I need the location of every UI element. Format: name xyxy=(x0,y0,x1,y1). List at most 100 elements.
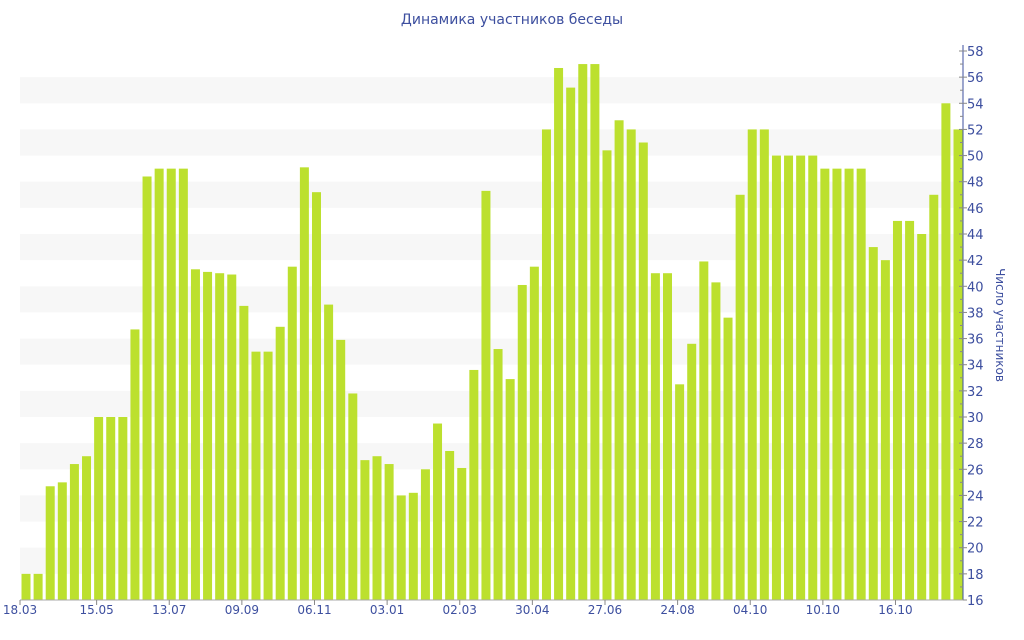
bar xyxy=(856,168,866,600)
bar xyxy=(360,460,370,600)
x-tick-label: 04.10 xyxy=(733,603,767,617)
x-tick-label: 02.03 xyxy=(443,603,477,617)
grid-band xyxy=(20,286,963,313)
bar xyxy=(94,417,104,600)
bar xyxy=(118,417,128,600)
bar xyxy=(614,120,624,601)
bar xyxy=(57,482,67,600)
bar xyxy=(759,129,769,600)
y-tick-label: 34 xyxy=(967,359,984,374)
bar xyxy=(324,304,334,600)
bar xyxy=(638,142,648,600)
bar xyxy=(239,305,249,600)
bar xyxy=(844,168,854,600)
y-tick-label: 26 xyxy=(967,463,984,478)
bar xyxy=(832,168,842,600)
bar xyxy=(142,176,152,600)
y-tick-label: 24 xyxy=(967,489,984,504)
bar xyxy=(420,469,430,600)
bar xyxy=(481,190,491,600)
bar xyxy=(106,417,116,600)
bar xyxy=(493,349,503,600)
y-tick-label: 20 xyxy=(967,542,984,557)
x-tick-label: 03.01 xyxy=(370,603,404,617)
bar xyxy=(348,393,358,600)
y-tick-label: 54 xyxy=(967,97,984,112)
bar xyxy=(868,247,878,601)
x-tick-label: 30.04 xyxy=(515,603,549,617)
bar xyxy=(384,464,394,600)
y-tick-label: 58 xyxy=(967,45,984,60)
bar xyxy=(578,64,588,601)
y-tick-label: 22 xyxy=(967,516,984,531)
bar xyxy=(287,266,297,600)
bar xyxy=(808,155,818,601)
bar xyxy=(82,456,92,600)
y-tick-label: 44 xyxy=(967,228,984,243)
bar xyxy=(263,351,273,600)
x-tick-label: 15.05 xyxy=(79,603,113,617)
bar xyxy=(396,495,406,600)
y-tick-label: 36 xyxy=(967,333,984,348)
bar xyxy=(275,326,285,600)
bar xyxy=(735,194,745,601)
bar xyxy=(203,271,213,600)
bar xyxy=(299,167,309,601)
bar xyxy=(433,423,443,600)
bar xyxy=(445,450,455,600)
grid-band xyxy=(20,390,963,417)
bar xyxy=(251,351,261,600)
bar xyxy=(69,464,79,600)
bar xyxy=(917,234,927,600)
bar xyxy=(820,168,830,600)
grid-band xyxy=(20,234,963,261)
bar xyxy=(687,343,697,600)
x-tick-label: 13.07 xyxy=(152,603,186,617)
bar xyxy=(880,260,890,600)
y-tick-label: 18 xyxy=(967,568,984,583)
bar xyxy=(190,269,200,600)
x-tick-label: 06.11 xyxy=(297,603,331,617)
bar xyxy=(723,317,733,600)
bar xyxy=(130,329,140,600)
bar xyxy=(929,194,939,601)
x-tick-label: 27.06 xyxy=(588,603,622,617)
bar xyxy=(33,573,43,600)
bar xyxy=(953,129,963,600)
bar xyxy=(505,379,515,600)
bar xyxy=(227,274,237,600)
bar xyxy=(336,339,346,600)
chart-title: Динамика участников беседы xyxy=(400,12,624,28)
x-tick-label: 10.10 xyxy=(806,603,840,617)
bar xyxy=(747,129,757,600)
bar xyxy=(566,87,576,601)
x-tick-label: 09.09 xyxy=(225,603,259,617)
bar xyxy=(771,155,781,601)
grid-band xyxy=(20,547,963,574)
bar xyxy=(699,261,709,600)
y-tick-label: 46 xyxy=(967,202,984,217)
y-tick-label: 38 xyxy=(967,306,984,321)
y-tick-label: 48 xyxy=(967,176,984,191)
bar xyxy=(311,192,321,600)
y-tick-label: 50 xyxy=(967,150,984,165)
bar xyxy=(626,129,636,600)
bar xyxy=(784,155,794,601)
y-tick-label: 42 xyxy=(967,254,984,269)
y-axis-label: Число участников xyxy=(993,268,1007,382)
bar xyxy=(711,282,721,600)
x-tick-label: 16.10 xyxy=(878,603,912,617)
bar xyxy=(457,467,467,600)
grid-band xyxy=(20,77,963,104)
bar xyxy=(215,273,225,600)
bar xyxy=(154,168,164,600)
bar xyxy=(941,103,951,601)
y-tick-label: 56 xyxy=(967,71,984,86)
y-tick-label: 40 xyxy=(967,280,984,295)
grid-band xyxy=(20,129,963,156)
bar xyxy=(892,220,902,600)
bar xyxy=(796,155,806,601)
bar xyxy=(21,573,31,600)
